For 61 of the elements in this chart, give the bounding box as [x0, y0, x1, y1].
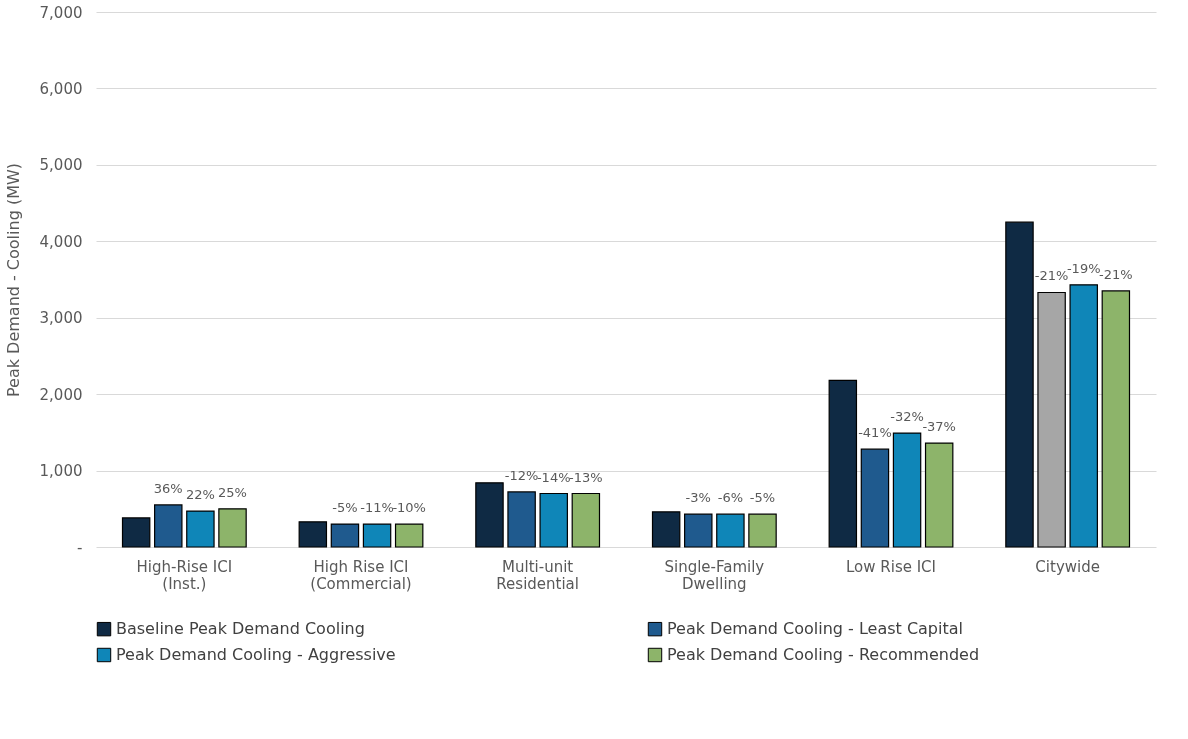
bar: [186, 510, 215, 548]
legend-label: Baseline Peak Demand Cooling: [116, 619, 365, 639]
annotation: -6%: [717, 490, 744, 506]
bar: [507, 491, 536, 548]
legend-label: Peak Demand Cooling - Aggressive: [116, 645, 396, 664]
annotation: 25%: [218, 484, 247, 500]
bar: [475, 482, 504, 548]
x-tick-label: High-Rise ICI (Inst.): [136, 557, 233, 593]
bar: [1069, 284, 1098, 548]
bar: [218, 508, 247, 548]
y-tick-label: 7,000: [39, 3, 83, 22]
annotation: -3%: [685, 490, 711, 506]
bar: [684, 513, 713, 548]
annotation: -41%: [858, 425, 892, 441]
y-tick-label: 4,000: [39, 232, 83, 251]
bar: [362, 523, 392, 548]
x-tick-label: Citywide: [1035, 557, 1100, 576]
bar: [330, 523, 360, 548]
annotation: -10%: [392, 500, 426, 516]
x-tick-label: Single-Family Dwelling: [664, 557, 765, 593]
bar: [394, 523, 424, 548]
bar: [828, 379, 858, 548]
y-tick-label: 1,000: [39, 462, 83, 481]
bar: [121, 517, 151, 548]
annotation: -14%: [536, 469, 571, 485]
annotation: -19%: [1066, 260, 1101, 276]
bar: [924, 442, 954, 548]
bar: [860, 448, 890, 548]
bar: [539, 492, 568, 548]
legend-label: Peak Demand Cooling - Least Capital: [667, 619, 963, 639]
bar: [651, 511, 681, 548]
bar: [298, 521, 328, 548]
annotation: -12%: [504, 467, 539, 483]
bar: [1037, 291, 1066, 548]
x-tick-label: Low Rise ICI: [845, 557, 937, 576]
bar: [716, 513, 745, 548]
y-tick-label: 2,000: [39, 385, 83, 404]
x-tick-label: Multi-unit Residential: [496, 557, 579, 593]
bar: [892, 432, 922, 548]
bar: [1005, 221, 1034, 548]
bar: [571, 492, 601, 548]
annotation: -5%: [332, 500, 358, 516]
legend-label: Peak Demand Cooling - Recommended: [667, 645, 980, 664]
bar: [154, 504, 183, 548]
annotation: -32%: [890, 409, 924, 425]
annotation: 36%: [153, 480, 183, 496]
bar: [1101, 290, 1131, 548]
annotation: -21%: [1034, 268, 1069, 284]
annotation: 22%: [185, 487, 215, 503]
annotation: -13%: [569, 469, 603, 485]
y-tick-label: 6,000: [39, 79, 83, 98]
y-axis-title: Peak Demand - Cooling (MW): [3, 162, 23, 398]
y-tick-label: -: [77, 538, 83, 557]
annotation: -5%: [749, 490, 776, 506]
y-tick-label: 3,000: [39, 309, 83, 328]
x-tick-label: High Rise ICI (Commercial): [310, 557, 412, 593]
annotation: -11%: [360, 500, 394, 516]
annotation: -21%: [1099, 266, 1133, 282]
bar: [748, 513, 777, 548]
annotation: -37%: [922, 419, 956, 435]
y-tick-label: 5,000: [39, 156, 83, 175]
